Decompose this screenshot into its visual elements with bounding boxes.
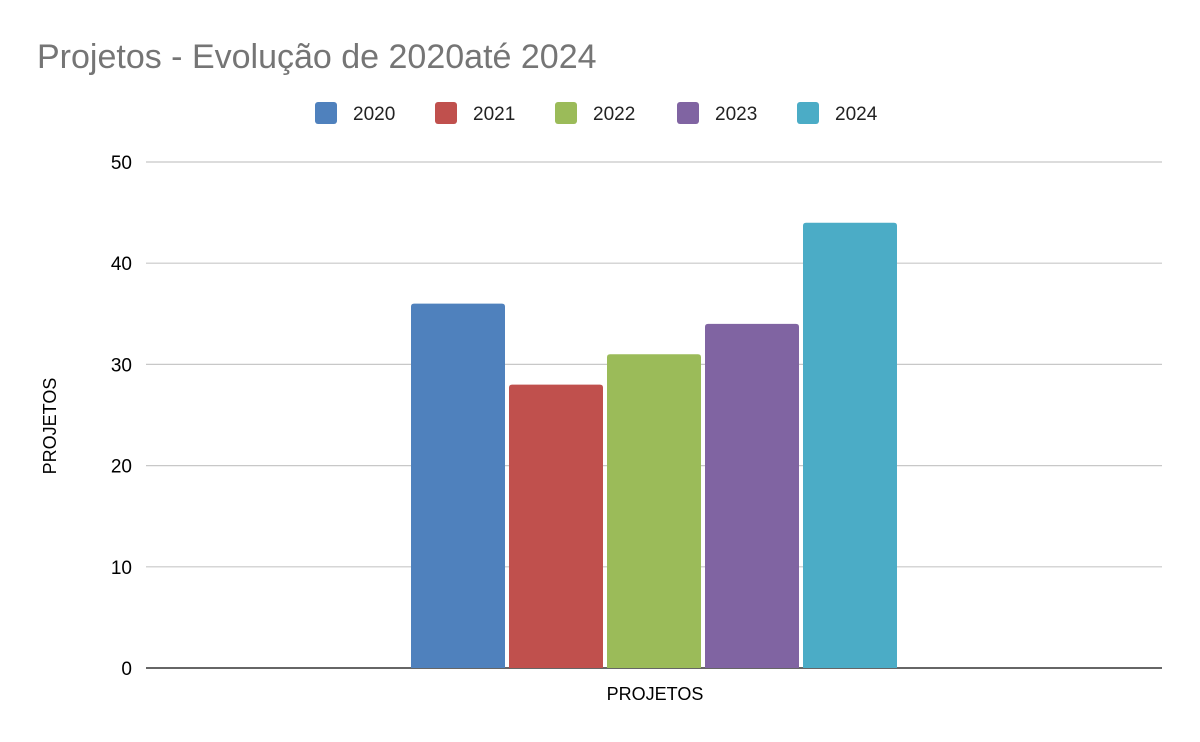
y-axis-label: PROJETOS [40,378,60,475]
x-axis-label: PROJETOS [607,684,704,704]
bars [411,222,897,668]
legend-item-2020: 2020 [315,102,395,125]
legend-item-2021: 2021 [435,102,515,125]
legend-swatch [677,102,699,124]
bar-2022 [607,354,701,668]
legend-item-2024: 2024 [797,102,878,125]
y-axis-ticks: 0 10 20 30 40 50 [111,153,132,680]
legend-label: 2023 [715,104,757,125]
legend-label: 2022 [593,104,635,125]
y-tick-label: 10 [111,558,132,579]
y-tick-label: 0 [121,659,132,680]
y-tick-label: 50 [111,153,132,174]
legend-swatch [555,102,577,124]
legend-swatch [797,102,819,124]
legend-label: 2020 [353,104,395,125]
y-tick-label: 30 [111,355,132,376]
legend-swatch [315,102,337,124]
y-tick-label: 40 [111,254,132,275]
legend-item-2023: 2023 [677,102,757,125]
legend-label: 2024 [835,104,878,125]
bar-2023 [705,323,799,668]
legend-item-2022: 2022 [555,102,635,125]
y-tick-label: 20 [111,457,132,478]
chart-title: Projetos - Evolução de 2020até 2024 [37,38,597,76]
legend: 2020 2021 2022 2023 2024 [315,102,878,125]
legend-label: 2021 [473,104,515,125]
bar-2020 [411,303,505,668]
legend-swatch [435,102,457,124]
bar-2021 [509,384,603,668]
bar-2024 [803,222,897,668]
